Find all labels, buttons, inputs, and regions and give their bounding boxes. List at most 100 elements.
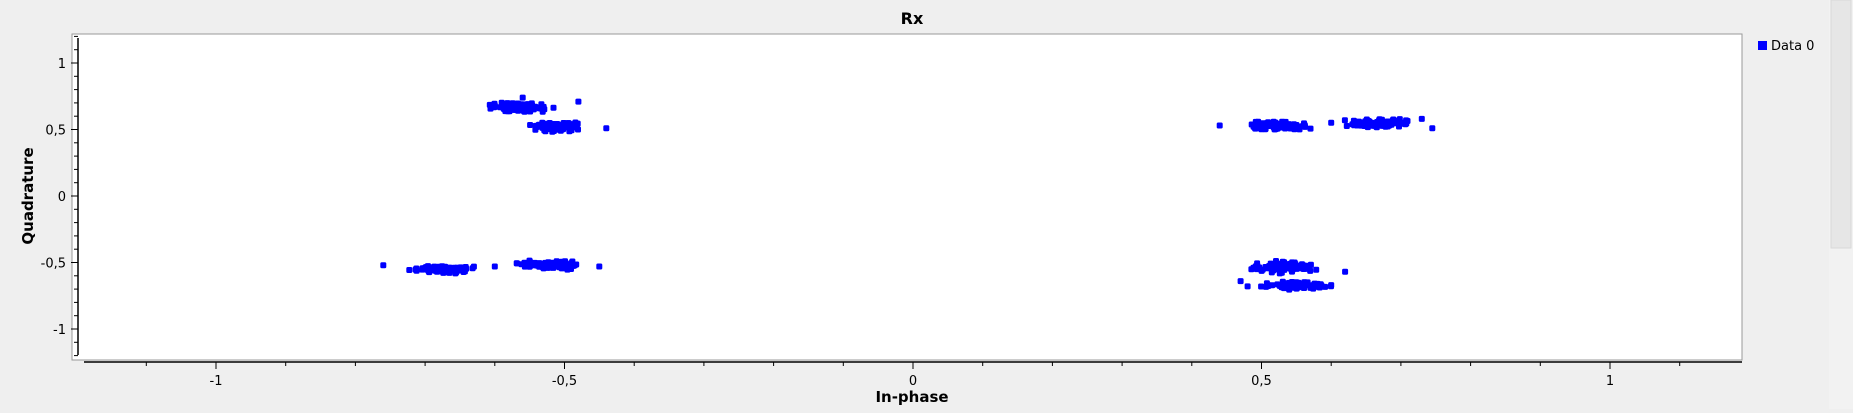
data-point	[439, 263, 446, 270]
data-point	[1328, 282, 1335, 289]
data-point	[603, 125, 610, 132]
data-point	[1299, 261, 1305, 268]
data-point	[1287, 125, 1294, 132]
data-point	[1282, 262, 1289, 268]
data-point	[1255, 264, 1261, 271]
data-points	[380, 94, 1436, 293]
data-point	[1298, 282, 1305, 289]
data-point	[513, 260, 520, 267]
data-point	[504, 106, 511, 113]
data-point	[1244, 283, 1251, 290]
data-point	[1318, 282, 1325, 289]
data-point	[448, 265, 455, 272]
data-point	[1289, 268, 1295, 275]
data-point	[569, 121, 576, 128]
data-point	[526, 263, 533, 270]
data-point	[1341, 117, 1348, 124]
data-point	[1313, 266, 1320, 273]
data-point	[1304, 265, 1311, 272]
data-point	[1248, 266, 1255, 273]
data-point	[1328, 119, 1335, 126]
data-point	[1268, 121, 1275, 128]
data-point	[491, 104, 498, 111]
data-point	[558, 265, 565, 272]
data-point	[571, 262, 578, 269]
y-tick-label: 1	[58, 57, 66, 72]
data-point	[1253, 123, 1260, 130]
legend-label: Data 0	[1771, 39, 1814, 54]
data-point	[1373, 121, 1380, 128]
data-point	[1278, 284, 1285, 291]
data-point	[550, 104, 557, 111]
data-point	[1309, 282, 1316, 289]
data-point	[380, 262, 387, 269]
x-tick-label: 0	[909, 374, 917, 389]
data-point	[519, 105, 526, 112]
legend: Data 0	[1758, 39, 1814, 54]
data-point	[556, 126, 563, 133]
x-tick-label: 0,5	[1251, 374, 1272, 389]
data-point	[537, 261, 544, 267]
x-axis-label: In-phase	[875, 388, 948, 406]
chart-title: Rx	[901, 9, 924, 28]
data-point	[1273, 265, 1280, 272]
data-point	[1276, 270, 1283, 277]
data-point	[527, 122, 534, 128]
data-point	[1418, 115, 1425, 122]
data-point	[1237, 278, 1244, 285]
y-tick-label: -1	[53, 323, 66, 338]
data-point	[566, 128, 573, 135]
data-point	[470, 263, 477, 270]
data-point	[1258, 283, 1265, 290]
data-point	[1404, 118, 1411, 124]
data-point	[424, 264, 431, 271]
data-point	[1263, 120, 1270, 127]
data-point	[539, 124, 546, 131]
data-point	[1260, 125, 1266, 132]
data-point	[413, 265, 420, 272]
data-point	[436, 268, 442, 275]
data-point	[1342, 268, 1349, 275]
data-point	[540, 103, 547, 110]
data-point	[462, 264, 469, 270]
data-point	[551, 122, 558, 129]
data-point	[453, 269, 460, 276]
y-tick-label: 0,5	[45, 124, 66, 139]
data-point	[1255, 118, 1262, 125]
data-point	[545, 263, 551, 270]
data-point	[1263, 280, 1270, 287]
data-point	[1307, 125, 1314, 132]
data-point	[1368, 120, 1375, 127]
data-point	[1343, 123, 1350, 129]
data-point	[1381, 121, 1388, 128]
data-point	[1216, 122, 1223, 129]
data-point	[545, 122, 552, 129]
data-point	[596, 263, 603, 270]
data-point	[549, 262, 556, 269]
y-tick-label: 0	[58, 190, 66, 205]
data-point	[575, 98, 582, 105]
data-point	[1391, 120, 1398, 127]
data-point	[1301, 122, 1308, 129]
data-point	[1354, 119, 1361, 126]
data-point	[527, 258, 533, 265]
data-point	[1429, 125, 1436, 132]
data-point	[532, 122, 539, 129]
data-point	[1296, 126, 1303, 133]
data-point	[1360, 119, 1367, 126]
plot-area	[71, 33, 1743, 361]
data-point	[519, 94, 526, 101]
y-axis-label: Quadrature	[19, 147, 37, 244]
axis-ticks: -1 -0,5 0 0,5 1 1 0,5 0 -0,5 -1	[41, 35, 1681, 389]
data-point	[406, 267, 413, 273]
scrollbar-thumb[interactable]	[1830, 0, 1852, 249]
x-tick-label: 1	[1606, 374, 1614, 389]
legend-swatch	[1758, 41, 1767, 50]
x-tick-label: -1	[210, 374, 223, 389]
data-point	[514, 100, 521, 107]
x-tick-label: -0,5	[552, 374, 577, 389]
y-tick-label: -0,5	[41, 257, 66, 272]
data-point	[1289, 279, 1295, 285]
